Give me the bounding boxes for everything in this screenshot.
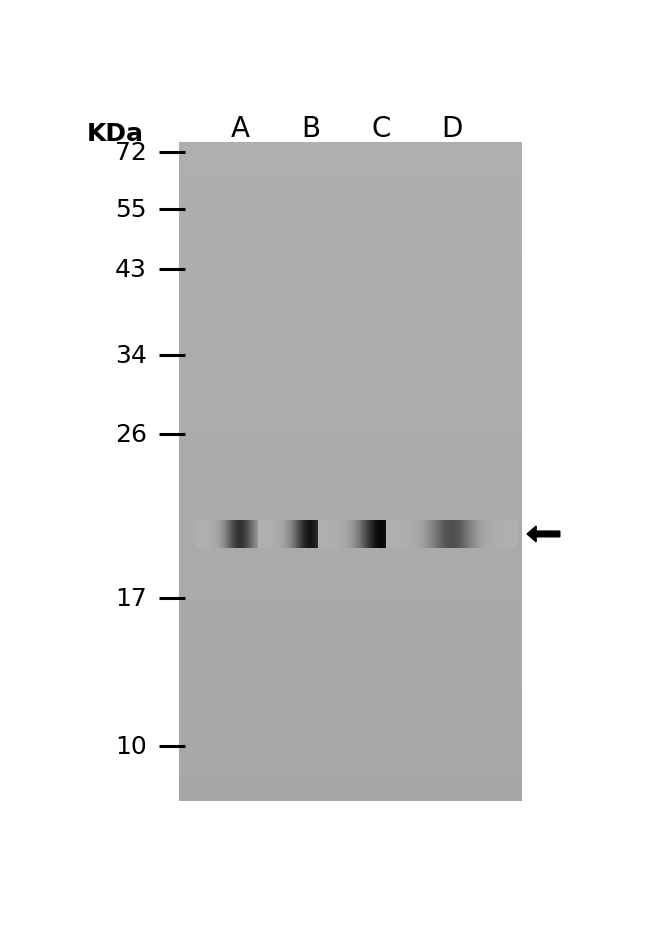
- Text: B: B: [301, 115, 320, 143]
- Text: D: D: [441, 115, 462, 143]
- Text: 10: 10: [115, 734, 147, 758]
- Text: A: A: [231, 115, 250, 143]
- Text: C: C: [371, 115, 391, 143]
- FancyArrow shape: [527, 526, 560, 542]
- Text: 26: 26: [115, 422, 147, 446]
- Text: 72: 72: [115, 141, 147, 165]
- Text: 43: 43: [115, 258, 147, 282]
- Text: KDa: KDa: [86, 122, 143, 147]
- Text: 17: 17: [115, 586, 147, 611]
- Text: 55: 55: [115, 198, 147, 222]
- Text: 34: 34: [115, 343, 147, 367]
